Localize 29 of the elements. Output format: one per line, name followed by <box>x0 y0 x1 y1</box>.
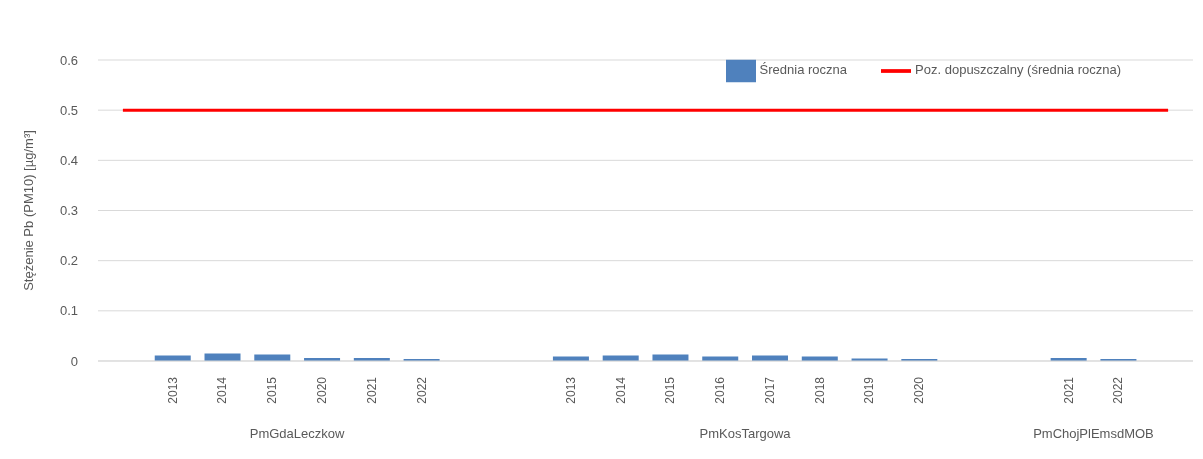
x-tick-label: 2022 <box>414 376 429 404</box>
y-tick-label: 0.3 <box>59 203 78 219</box>
x-tick-label: 2014 <box>215 376 230 404</box>
legend-label: Średnia roczna <box>759 62 848 78</box>
y-tick-label: 0.4 <box>59 152 78 168</box>
legend-label: Poz. dopuszczalny (średnia roczna) <box>915 62 1121 78</box>
x-tick-label: 2018 <box>812 376 827 404</box>
y-tick-label: 0.5 <box>59 102 78 118</box>
y-tick-label: 0.6 <box>59 52 78 68</box>
x-tick-label: 2014 <box>613 376 628 404</box>
x-tick-label: 2016 <box>713 376 728 404</box>
y-tick-label: 0.1 <box>59 303 78 319</box>
x-tick-label: 2021 <box>1061 376 1076 404</box>
y-tick-label: 0 <box>70 353 78 369</box>
text: PmKosTargowa <box>699 426 791 441</box>
x-tick-label: 2013 <box>563 376 578 404</box>
x-tick-label: 2020 <box>912 376 927 404</box>
x-tick-label: 2019 <box>862 376 877 404</box>
x-tick-label: 2015 <box>265 376 280 404</box>
x-tick-label: 2015 <box>663 376 678 404</box>
text: PmChojPlEmsdMOB <box>1033 426 1154 441</box>
x-tick-label: 2021 <box>364 376 379 404</box>
x-tick-label: 2020 <box>314 376 329 404</box>
y-axis-title: Stężenie Pb (PM10) [µg/m³] <box>20 130 36 291</box>
x-tick-label: 2017 <box>762 376 777 404</box>
x-tick-label: 2022 <box>1111 376 1126 404</box>
y-tick-label: 0.2 <box>59 253 78 269</box>
text: PmGdaLeczkow <box>249 426 345 441</box>
x-tick-label: 2013 <box>165 376 180 404</box>
